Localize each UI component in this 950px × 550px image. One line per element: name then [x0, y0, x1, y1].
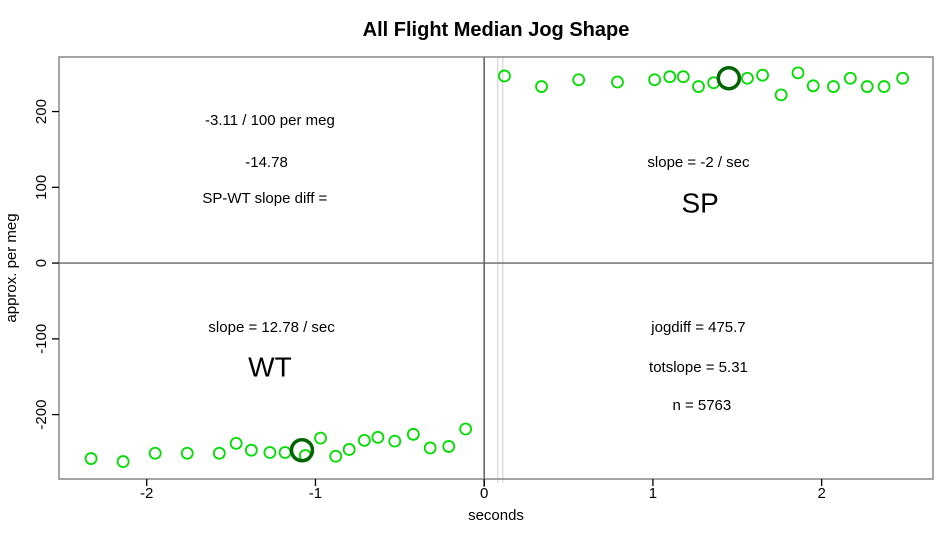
highlight-point — [716, 65, 742, 91]
data-point — [423, 441, 437, 455]
y-axis-label: approx. per meg — [3, 213, 20, 322]
chart-title: All Flight Median Jog Shape — [363, 19, 630, 41]
data-point — [756, 68, 769, 82]
data-point — [692, 80, 705, 93]
data-point — [459, 422, 473, 436]
data-point — [774, 88, 788, 102]
data-point — [406, 427, 420, 441]
y-axis-tick-label: -200 — [33, 400, 50, 430]
data-point — [663, 70, 677, 84]
data-point — [843, 71, 857, 85]
x-axis-tick-label: -1 — [309, 485, 322, 502]
data-point — [741, 71, 754, 85]
data-point — [180, 446, 194, 460]
data-point — [263, 446, 277, 459]
data-point — [827, 80, 840, 93]
x-axis-tick-label: 1 — [649, 485, 657, 502]
data-point — [611, 75, 624, 89]
annotation-text: SP-WT slope diff = — [202, 190, 327, 207]
plot-layer: -2 -1 0 1 2 -200 -100 0 100 200 -3.11 / 100 per me… — [33, 56, 934, 502]
quadrant-label: WT — [248, 351, 292, 382]
data-point — [572, 73, 586, 87]
data-point — [806, 79, 820, 93]
data-point — [244, 443, 258, 457]
annotation-text: -14.78 — [245, 154, 288, 171]
data-point — [278, 446, 292, 459]
y-axis-tick-label: 200 — [33, 99, 50, 124]
y-axis-tick-label: 100 — [33, 175, 50, 200]
annotation-text: slope = 12.78 / sec — [208, 319, 335, 336]
data-point — [388, 434, 402, 448]
plot-border — [58, 56, 934, 480]
quadrant-label: SP — [681, 188, 718, 219]
data-point — [314, 431, 327, 445]
y-axis-tick-label: -100 — [33, 324, 50, 354]
data-point — [442, 440, 456, 453]
data-point — [896, 71, 910, 85]
y-axis-tick-label: 0 — [33, 259, 50, 267]
data-point — [535, 80, 548, 93]
data-point — [860, 80, 874, 93]
data-point — [148, 446, 162, 460]
annotation-text: totslope = 5.31 — [649, 359, 748, 376]
data-point — [329, 449, 343, 463]
annotation-text: -3.11 / 100 per meg — [205, 112, 335, 129]
data-point — [229, 436, 243, 450]
x-axis-tick-label: 2 — [817, 485, 825, 502]
highlight-point — [289, 437, 315, 463]
data-point — [498, 69, 511, 83]
data-point — [877, 80, 891, 93]
data-point — [371, 430, 385, 444]
data-point — [212, 446, 226, 460]
x-axis-tick-label: -2 — [140, 485, 153, 502]
annotation-text: n = 5763 — [672, 397, 731, 414]
annotation-text: jogdiff = 475.7 — [650, 319, 745, 336]
data-point — [676, 70, 690, 84]
data-point — [648, 73, 662, 87]
data-point — [791, 66, 805, 80]
data-point — [357, 433, 371, 447]
x-axis-tick-label: 0 — [480, 485, 488, 502]
x-axis-label: seconds — [468, 507, 524, 524]
data-point — [84, 452, 98, 465]
annotation-text: slope = -2 / sec — [647, 154, 750, 171]
data-point — [116, 455, 130, 468]
data-point — [342, 443, 356, 456]
